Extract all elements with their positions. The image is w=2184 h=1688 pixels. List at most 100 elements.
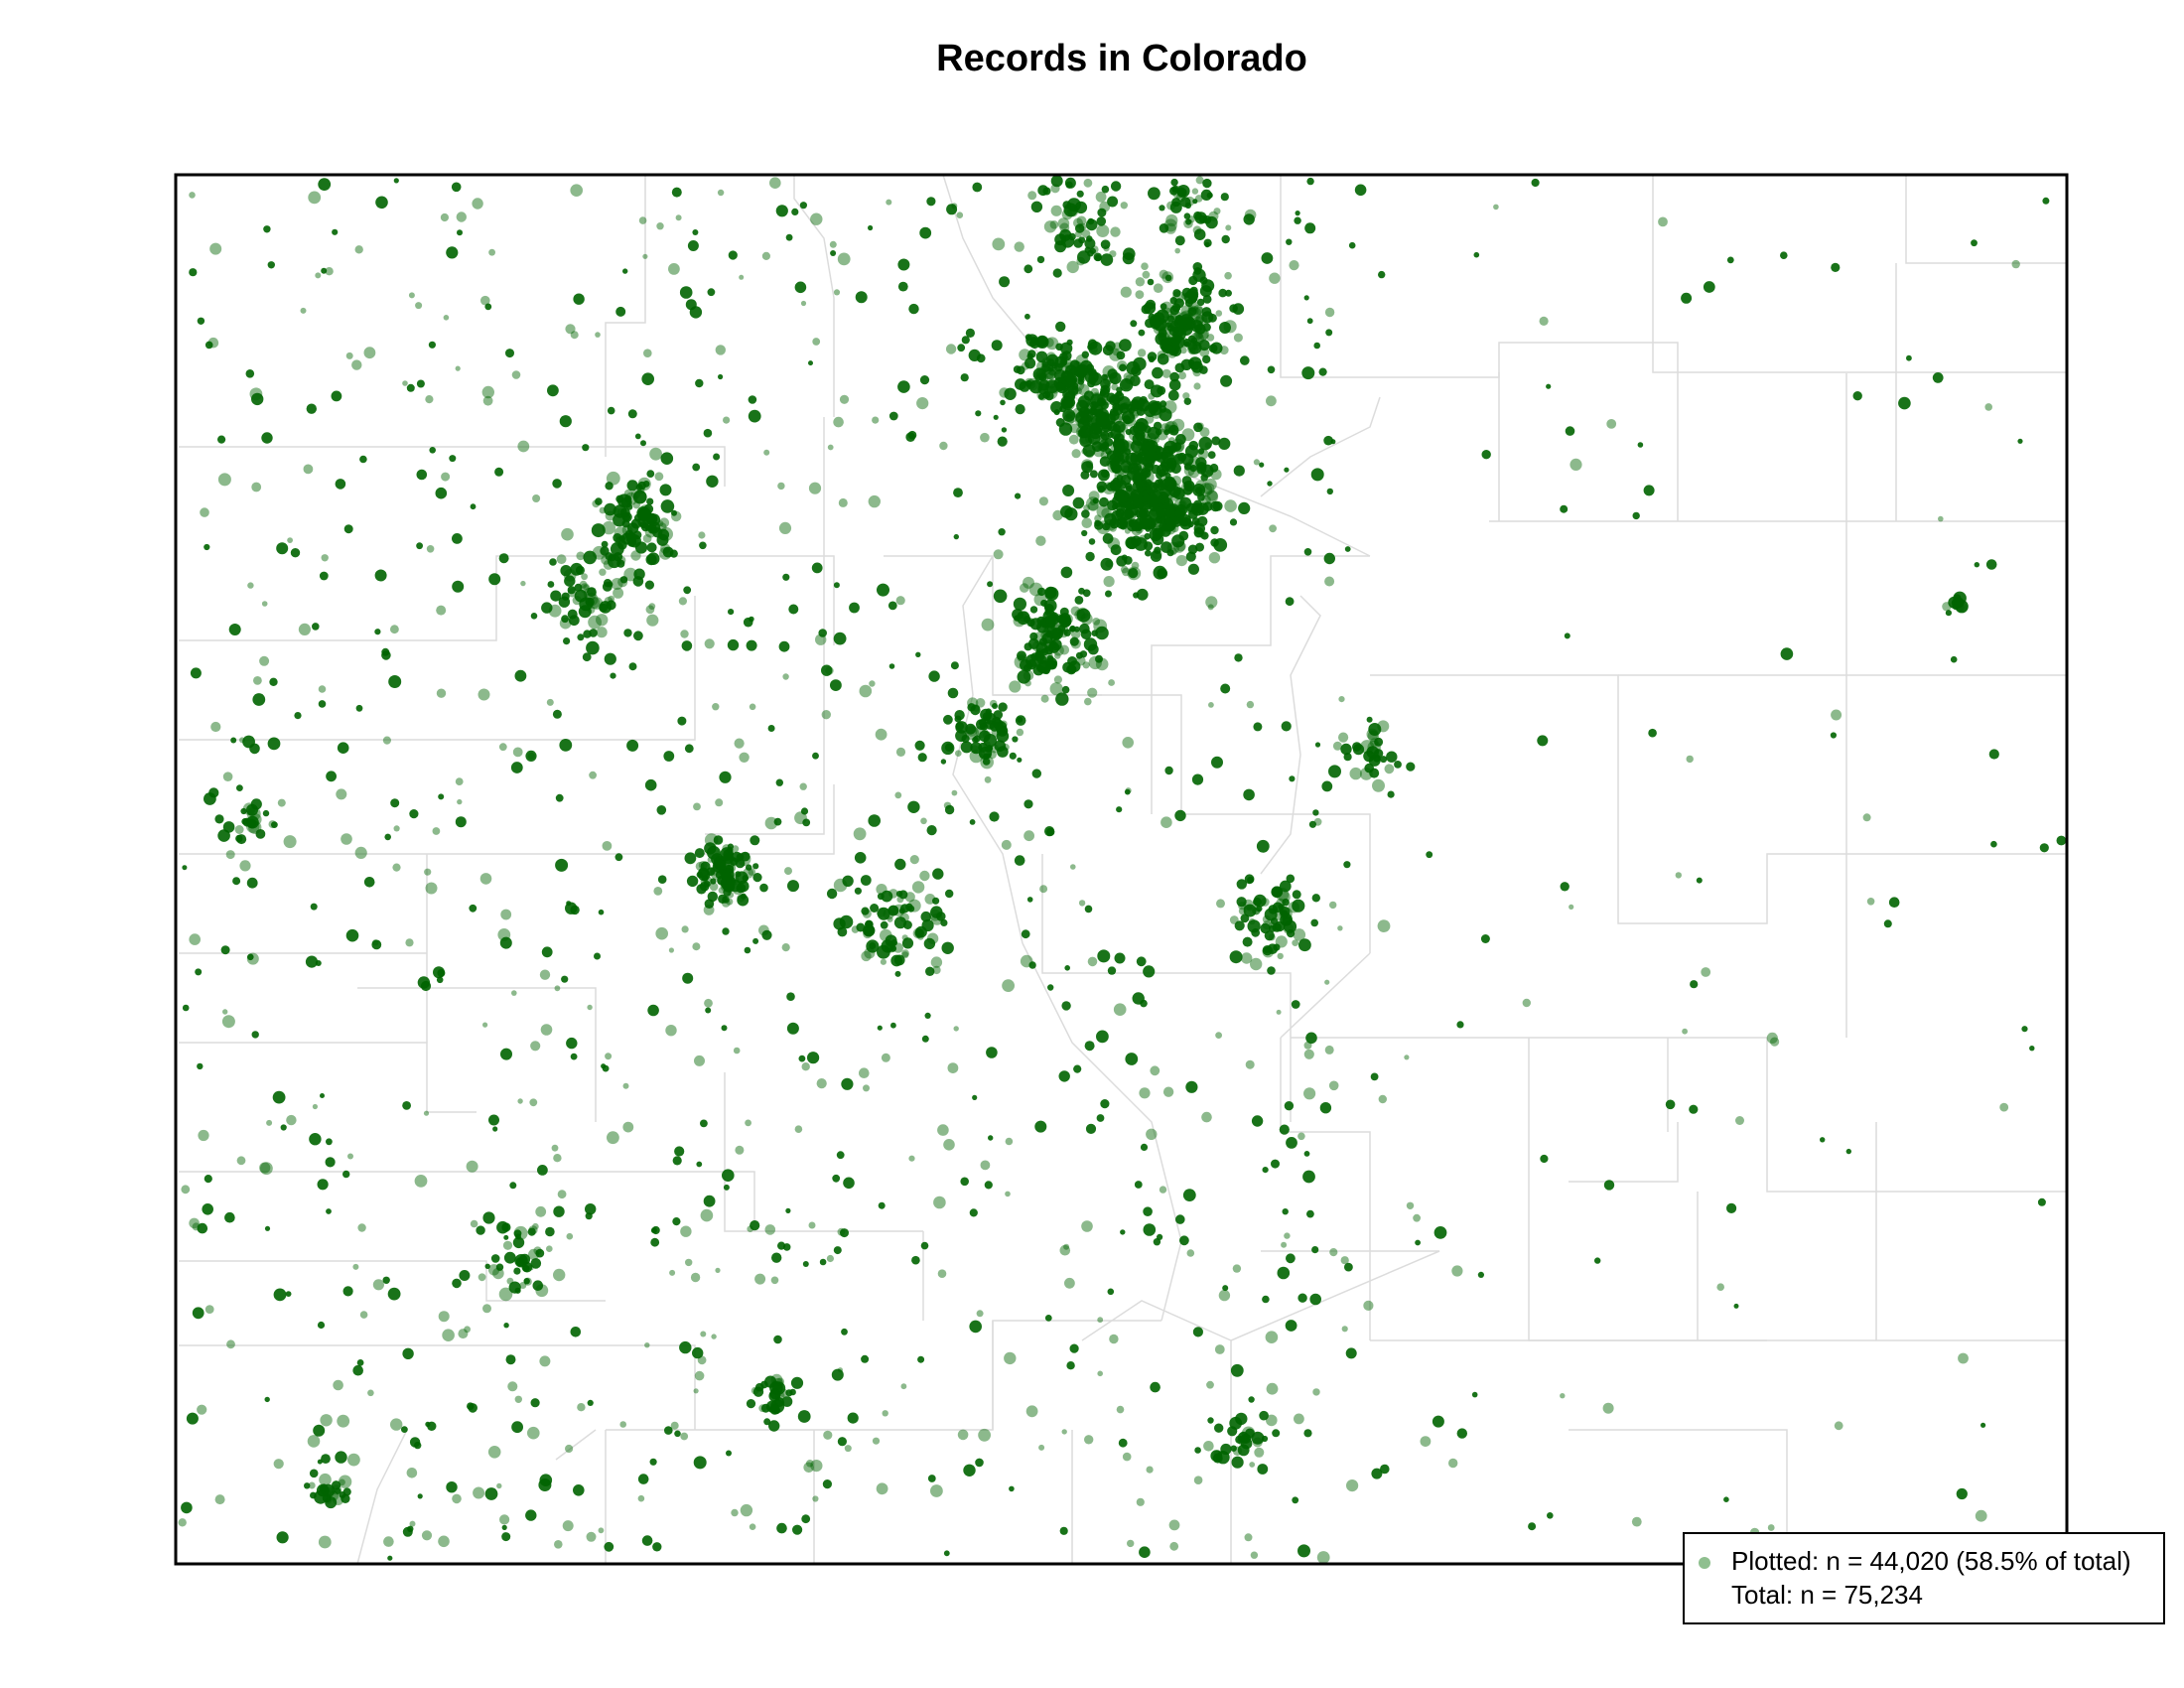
record-point bbox=[652, 527, 663, 538]
record-point bbox=[320, 1414, 333, 1427]
record-point bbox=[1830, 732, 1837, 739]
record-point bbox=[552, 479, 562, 489]
record-point bbox=[1241, 952, 1253, 964]
record-point bbox=[455, 777, 464, 785]
record-point bbox=[325, 267, 334, 276]
record-point bbox=[1096, 520, 1111, 535]
record-point bbox=[1009, 752, 1017, 760]
record-point bbox=[1072, 496, 1085, 509]
record-point bbox=[209, 242, 222, 255]
record-point bbox=[1147, 426, 1160, 440]
record-point bbox=[956, 211, 964, 218]
record-point bbox=[842, 875, 854, 887]
record-point bbox=[1285, 597, 1295, 607]
county-boundary bbox=[1905, 175, 2067, 264]
record-point bbox=[387, 1287, 401, 1301]
county-boundary bbox=[1260, 595, 1321, 875]
record-point bbox=[1271, 1159, 1280, 1169]
record-point bbox=[579, 580, 588, 589]
record-point bbox=[1281, 721, 1292, 732]
record-point bbox=[343, 524, 353, 534]
record-point bbox=[881, 890, 893, 903]
record-point bbox=[1184, 299, 1193, 308]
record-point bbox=[1193, 267, 1202, 275]
record-point bbox=[644, 1342, 650, 1348]
record-point bbox=[1528, 1522, 1537, 1531]
record-point bbox=[1246, 905, 1253, 912]
record-point bbox=[261, 432, 273, 444]
record-point bbox=[1139, 462, 1152, 475]
record-point bbox=[1988, 749, 1999, 760]
record-point bbox=[1291, 1000, 1300, 1009]
record-point bbox=[930, 956, 943, 968]
record-point bbox=[1415, 1239, 1421, 1246]
record-point bbox=[585, 1203, 597, 1215]
record-point bbox=[1136, 407, 1146, 416]
record-point bbox=[438, 1535, 450, 1548]
record-point bbox=[1117, 360, 1128, 371]
record-point bbox=[1115, 501, 1126, 512]
record-point bbox=[917, 753, 927, 763]
record-point bbox=[861, 950, 872, 962]
record-point bbox=[604, 1541, 614, 1552]
record-point bbox=[693, 1388, 699, 1394]
record-point bbox=[1169, 186, 1178, 196]
county-boundary bbox=[179, 784, 835, 855]
record-point bbox=[1690, 980, 1699, 989]
record-point bbox=[1082, 661, 1090, 669]
record-point bbox=[262, 809, 270, 817]
record-point bbox=[517, 1098, 523, 1104]
record-point bbox=[1294, 1413, 1304, 1425]
record-point bbox=[478, 1273, 486, 1282]
record-point bbox=[768, 1390, 781, 1402]
record-point bbox=[416, 379, 425, 388]
record-point bbox=[1210, 525, 1219, 535]
record-point bbox=[290, 548, 301, 558]
record-point bbox=[607, 1131, 619, 1145]
record-point bbox=[564, 575, 576, 587]
record-point bbox=[551, 1144, 559, 1152]
county-boundary bbox=[179, 1260, 606, 1302]
record-point bbox=[236, 784, 243, 791]
record-point bbox=[1097, 949, 1111, 963]
record-point bbox=[1378, 1094, 1388, 1104]
record-point bbox=[808, 360, 813, 366]
record-point bbox=[748, 409, 761, 423]
record-point bbox=[726, 898, 734, 906]
record-point bbox=[1130, 320, 1138, 328]
record-point bbox=[1124, 788, 1131, 795]
record-point bbox=[1159, 1186, 1167, 1194]
record-point bbox=[1346, 1479, 1359, 1492]
record-point bbox=[1131, 561, 1140, 570]
record-point bbox=[1077, 378, 1084, 385]
record-point bbox=[984, 775, 992, 783]
record-point bbox=[679, 286, 693, 299]
record-point bbox=[641, 372, 654, 386]
record-point bbox=[1099, 432, 1108, 441]
record-point bbox=[1017, 669, 1031, 684]
record-point bbox=[1341, 1326, 1348, 1333]
record-point bbox=[382, 1276, 390, 1285]
record-point bbox=[726, 1450, 732, 1457]
record-point bbox=[1565, 426, 1575, 436]
record-point bbox=[1282, 915, 1293, 925]
record-point bbox=[1169, 504, 1176, 511]
record-point bbox=[501, 1524, 507, 1530]
record-point bbox=[2039, 843, 2049, 853]
record-point bbox=[1348, 241, 1356, 249]
record-point bbox=[921, 918, 934, 932]
record-point bbox=[1099, 201, 1111, 212]
record-point bbox=[452, 1278, 462, 1289]
record-point bbox=[1185, 551, 1196, 562]
record-point bbox=[961, 336, 970, 345]
record-point bbox=[1061, 685, 1070, 694]
record-point bbox=[1109, 518, 1120, 529]
record-point bbox=[1252, 1437, 1263, 1448]
record-point bbox=[745, 1119, 751, 1127]
record-point bbox=[1229, 518, 1238, 526]
record-point bbox=[204, 543, 210, 551]
record-point bbox=[1076, 607, 1089, 620]
record-point bbox=[273, 1288, 287, 1302]
record-point bbox=[1219, 346, 1229, 355]
record-point bbox=[692, 942, 701, 951]
